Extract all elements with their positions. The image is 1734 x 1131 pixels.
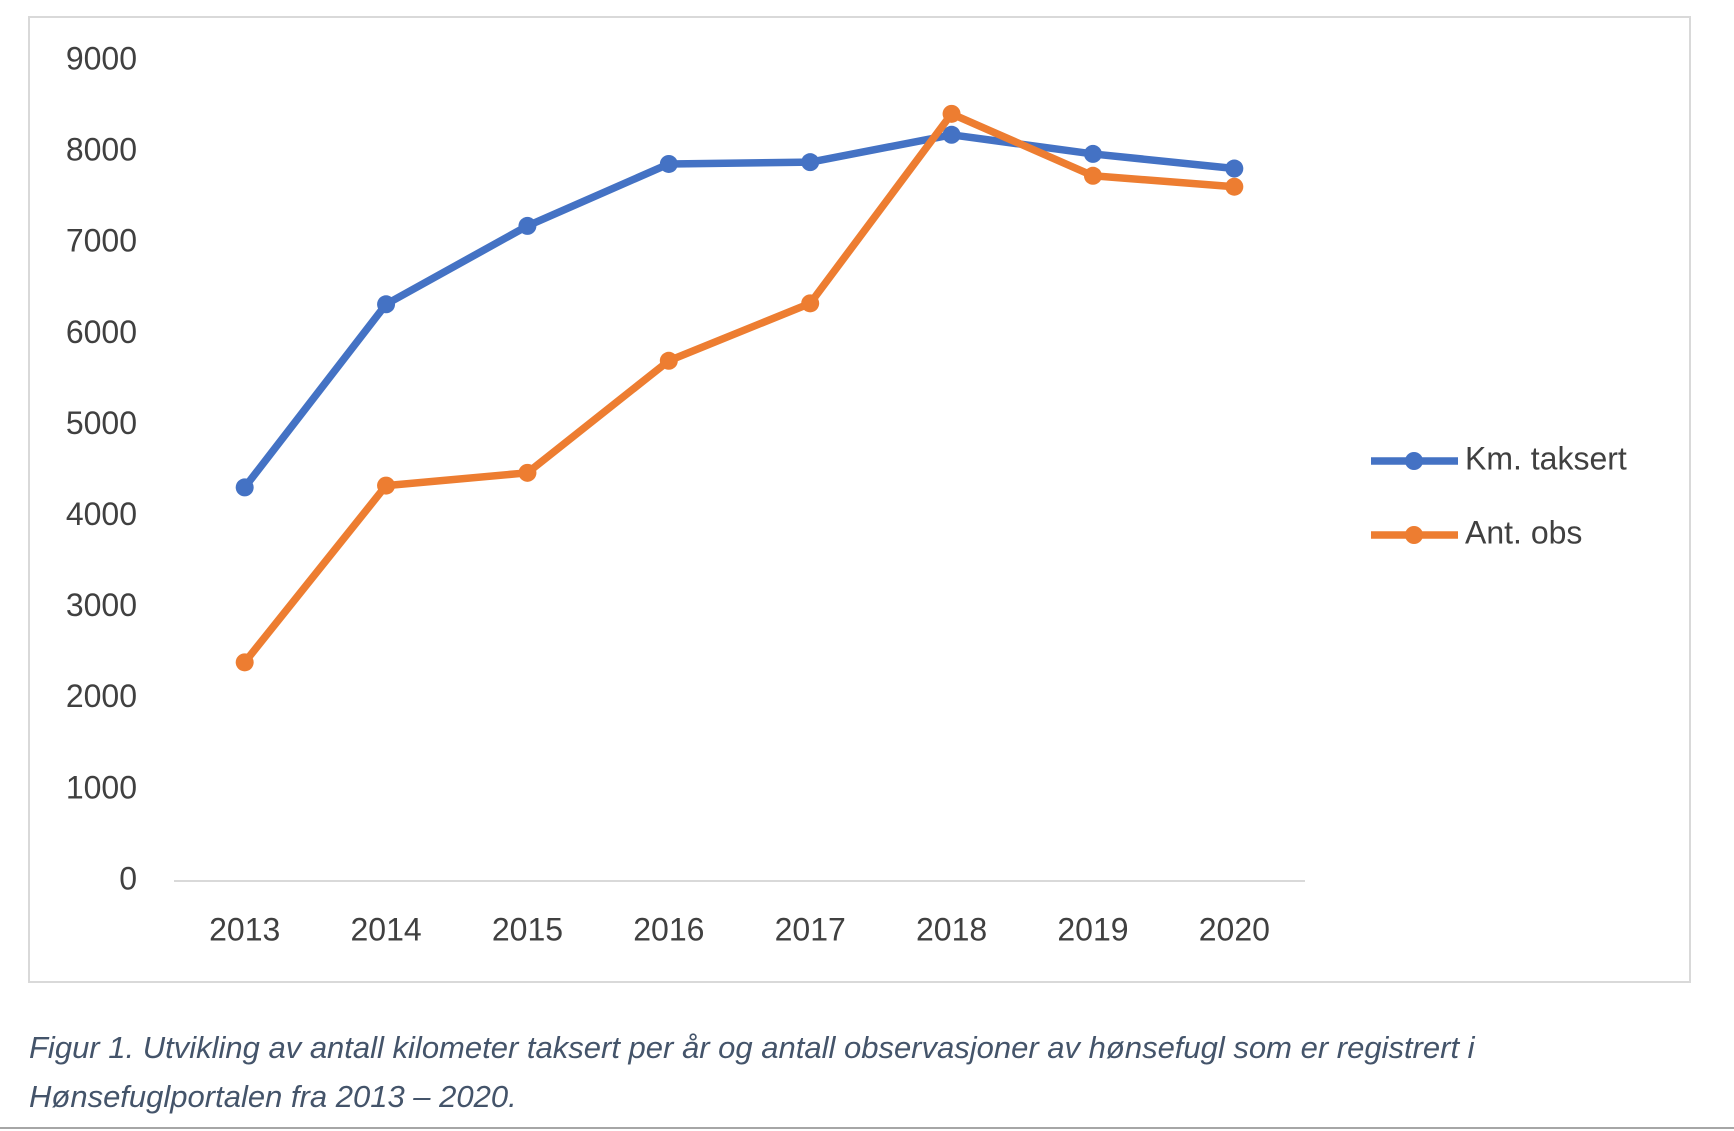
y-tick-label: 1000	[66, 769, 137, 805]
marker	[942, 125, 961, 144]
x-tick-label: 2020	[1199, 911, 1270, 947]
x-tick-label: 2018	[916, 911, 987, 947]
marker	[1225, 159, 1244, 178]
marker	[518, 463, 537, 482]
marker	[1225, 177, 1244, 196]
marker	[235, 478, 254, 497]
marker	[801, 153, 820, 172]
caption: Figur 1. Utvikling av antall kilometer t…	[29, 1030, 1475, 1065]
marker	[801, 294, 820, 313]
y-tick-label: 9000	[66, 40, 137, 76]
y-tick-label: 8000	[66, 132, 137, 168]
series-line	[241, 110, 1235, 665]
legend-label: Km. taksert	[1465, 440, 1627, 476]
y-tick-label: 6000	[66, 314, 137, 350]
chart-frame	[28, 16, 1691, 983]
marker	[235, 653, 254, 672]
x-tick-label: 2014	[350, 911, 421, 947]
marker	[377, 295, 396, 314]
x-tick-label: 2016	[633, 911, 704, 947]
legend-marker	[1405, 452, 1423, 470]
marker	[518, 216, 537, 235]
y-tick-label: 4000	[66, 496, 137, 532]
marker	[1083, 144, 1102, 163]
marker	[377, 476, 396, 495]
marker	[942, 104, 961, 123]
y-tick-label: 0	[119, 860, 137, 896]
x-tick-label: 2015	[492, 911, 563, 947]
series-line	[241, 131, 1235, 490]
x-tick-label: 2013	[209, 911, 280, 947]
marker	[1083, 166, 1102, 185]
y-tick-label: 3000	[66, 587, 137, 623]
marker	[659, 154, 678, 173]
y-tick-label: 2000	[66, 678, 137, 714]
y-tick-label: 7000	[66, 223, 137, 259]
x-tick-label: 2019	[1057, 911, 1128, 947]
caption: Hønsefuglportalen fra 2013 – 2020.	[29, 1079, 517, 1114]
marker	[659, 351, 678, 370]
x-tick-label: 2017	[775, 911, 846, 947]
legend-label: Ant. obs	[1465, 514, 1582, 550]
y-tick-label: 5000	[66, 405, 137, 441]
legend-marker	[1405, 526, 1423, 544]
